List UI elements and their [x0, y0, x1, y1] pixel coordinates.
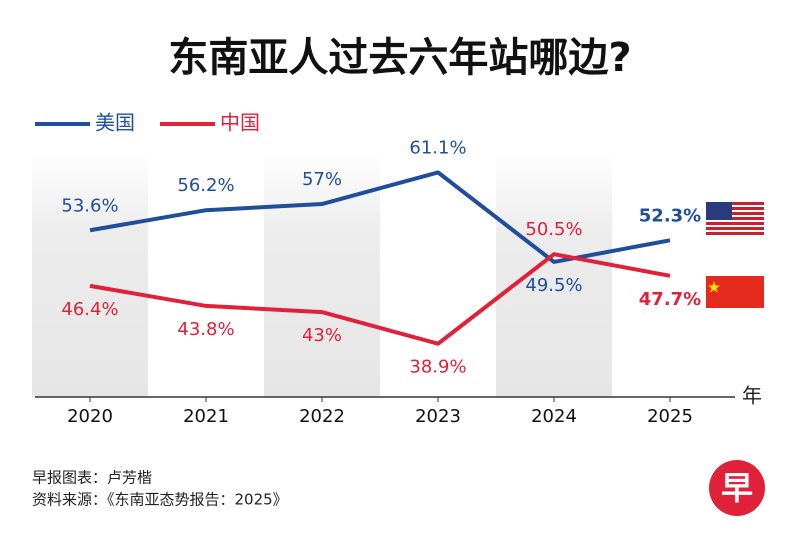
series-line — [89, 252, 671, 346]
x-tick-label: 2023 — [415, 406, 461, 427]
value-label: 52.3% — [639, 205, 701, 226]
legend-label: 中国 — [220, 111, 260, 135]
value-label: 47.7% — [639, 289, 701, 310]
logo-text: 早 — [721, 469, 753, 507]
value-label: 49.5% — [525, 275, 582, 296]
value-label: 38.9% — [409, 357, 466, 378]
value-label: 43.8% — [177, 319, 234, 340]
value-label: 46.4% — [61, 299, 118, 320]
x-tick-label: 2025 — [647, 406, 693, 427]
value-label: 57% — [302, 169, 342, 190]
value-label: 43% — [302, 325, 342, 346]
x-tick-label: 2024 — [531, 406, 577, 427]
value-label: 56.2% — [177, 175, 234, 196]
us-flag — [706, 202, 764, 236]
logo — [709, 460, 765, 516]
value-label: 50.5% — [525, 219, 582, 240]
x-axis-label: 年 — [742, 384, 762, 408]
value-label: 61.1% — [409, 137, 466, 158]
column-band — [32, 150, 148, 397]
chart-title: 东南亚人过去六年站哪边? — [168, 35, 631, 81]
china-flag — [706, 276, 764, 308]
column-band — [496, 150, 612, 397]
value-label: 53.6% — [61, 195, 118, 216]
x-tick-label: 2021 — [183, 406, 229, 427]
column-band — [264, 150, 380, 397]
x-tick-label: 2020 — [67, 406, 113, 427]
x-tick-label: 2022 — [299, 406, 345, 427]
legend-label: 美国 — [95, 111, 135, 135]
footer-credit: 早报图表：卢芳楷 — [32, 469, 152, 487]
footer-source: 资料来源：《东南亚态势报告：2025》 — [32, 491, 288, 509]
